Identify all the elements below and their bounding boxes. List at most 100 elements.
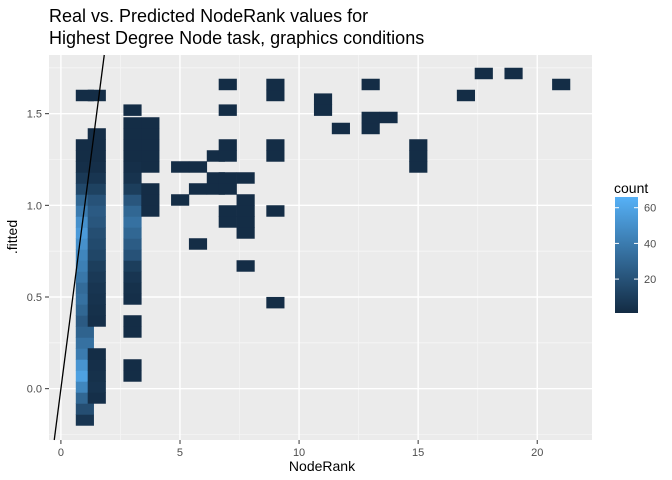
heatmap-tile: [123, 315, 142, 327]
heatmap-tile: [266, 296, 285, 309]
heatmap-tile: [123, 161, 142, 173]
heatmap-tile: [75, 139, 94, 151]
heatmap-tile: [75, 271, 94, 283]
x-tick-label: 15: [412, 447, 424, 459]
heatmap-tile: [141, 183, 160, 195]
y-tick-label: 0.0: [27, 384, 42, 396]
heatmap-tile: [87, 392, 106, 404]
heatmap-tile: [87, 381, 106, 393]
heatmap-tile: [75, 172, 94, 184]
chart-title: Real vs. Predicted NodeRank values forHi…: [49, 6, 424, 48]
heatmap-tile: [75, 304, 94, 316]
heatmap-tile: [75, 326, 94, 338]
reference-line-group: [53, 54, 105, 441]
chart-title-line: Highest Degree Node task, graphics condi…: [49, 28, 424, 48]
heatmap-tile: [123, 271, 142, 283]
heatmap-tile: [75, 315, 94, 327]
y-tick-label: 0.5: [27, 292, 42, 304]
heatmap-tile: [87, 370, 106, 382]
heatmap-tile: [552, 78, 571, 91]
heatmap-tile: [141, 128, 160, 140]
heatmap-tile: [75, 183, 94, 195]
heatmap-tile: [87, 304, 106, 316]
heatmap-tile: [188, 161, 208, 173]
legend-tick-label: 60: [644, 203, 656, 215]
heatmap-tile: [218, 150, 237, 162]
legend-tick-label: 40: [644, 238, 656, 250]
heatmap-tile: [266, 150, 285, 162]
heatmap-tile: [266, 139, 285, 151]
heatmap-tile: [236, 260, 255, 272]
y-axis-label: .fitted: [4, 220, 20, 254]
heatmap-tile: [75, 216, 94, 228]
heatmap-tile: [123, 150, 142, 162]
heatmap-tile: [75, 414, 94, 426]
x-tick-label: 5: [177, 447, 183, 459]
heatmap-tile: [236, 194, 255, 206]
heatmap-tile: [141, 139, 160, 151]
heatmap-tile: [141, 205, 160, 217]
heatmap-tile: [313, 93, 333, 105]
heatmap-tile: [331, 122, 350, 135]
heatmap-tile: [87, 172, 106, 184]
heatmap-tile: [123, 326, 142, 338]
heatmap-tile: [123, 370, 142, 382]
heatmap-tile: [123, 249, 142, 261]
heatmap-tile: [123, 172, 142, 184]
heatmap-tile: [75, 293, 94, 305]
legend: count 20 40 60: [614, 180, 656, 313]
heatmap-tile: [141, 161, 160, 173]
heatmap-tile: [171, 161, 190, 173]
heatmap-tile: [218, 104, 237, 116]
heatmap-tile: [87, 139, 106, 151]
heatmap-tile: [141, 117, 160, 129]
heatmap-tile: [75, 205, 94, 217]
heatmap-tile: [123, 183, 142, 195]
legend-tick-label: 20: [644, 274, 656, 286]
x-tick-label: 20: [531, 447, 543, 459]
heatmap-tile: [87, 89, 106, 102]
heatmap-tile: [236, 216, 255, 228]
heatmap-tile: [313, 104, 333, 116]
heatmap-tile: [75, 359, 94, 371]
heatmap-tile: [188, 183, 208, 195]
heatmap-tile: [409, 150, 428, 162]
heatmap-tile: [75, 238, 94, 250]
heatmap-tile: [141, 194, 160, 206]
heatmap-tile: [236, 227, 255, 239]
heatmap-tile: [75, 260, 94, 272]
heatmap-tile: [75, 370, 94, 382]
x-tick-label: 0: [58, 447, 64, 459]
heatmap-tile: [87, 238, 106, 250]
heatmap-tile: [87, 315, 106, 327]
heatmap-tile: [218, 172, 237, 184]
heatmap-tile: [123, 359, 142, 371]
heatmap-tile: [87, 205, 106, 217]
heatmap-tile: [361, 122, 380, 135]
heatmap-tile: [409, 161, 428, 173]
heatmap-tile: [123, 117, 142, 129]
heatmap-tile: [266, 205, 285, 217]
heatmap-tile: [75, 381, 94, 393]
heatmap-tile: [87, 293, 106, 305]
heatmap-tile: [87, 227, 106, 239]
chart-title-line: Real vs. Predicted NodeRank values for: [49, 6, 368, 26]
heatmap-tile: [87, 150, 106, 162]
heatmap-tile: [87, 359, 106, 371]
heatmap-tile: [123, 139, 142, 151]
legend-title: count: [614, 180, 648, 196]
heatmap-tile: [218, 139, 237, 151]
heatmap-tile: [87, 348, 106, 360]
heatmap-tile: [75, 249, 94, 261]
heatmap-tile: [123, 238, 142, 250]
heatmap-tile: [87, 161, 106, 173]
heatmap-tile: [75, 89, 94, 102]
heatmap-tile: [504, 67, 523, 80]
heatmap-tile: [87, 271, 106, 283]
heatmap-tile: [236, 172, 255, 184]
heatmap-tile: [75, 348, 94, 360]
heatmap-tile: [123, 216, 142, 228]
heatmap-tile: [218, 78, 237, 91]
heatmap-tile: [361, 111, 380, 124]
heatmap-tile: [218, 183, 237, 195]
